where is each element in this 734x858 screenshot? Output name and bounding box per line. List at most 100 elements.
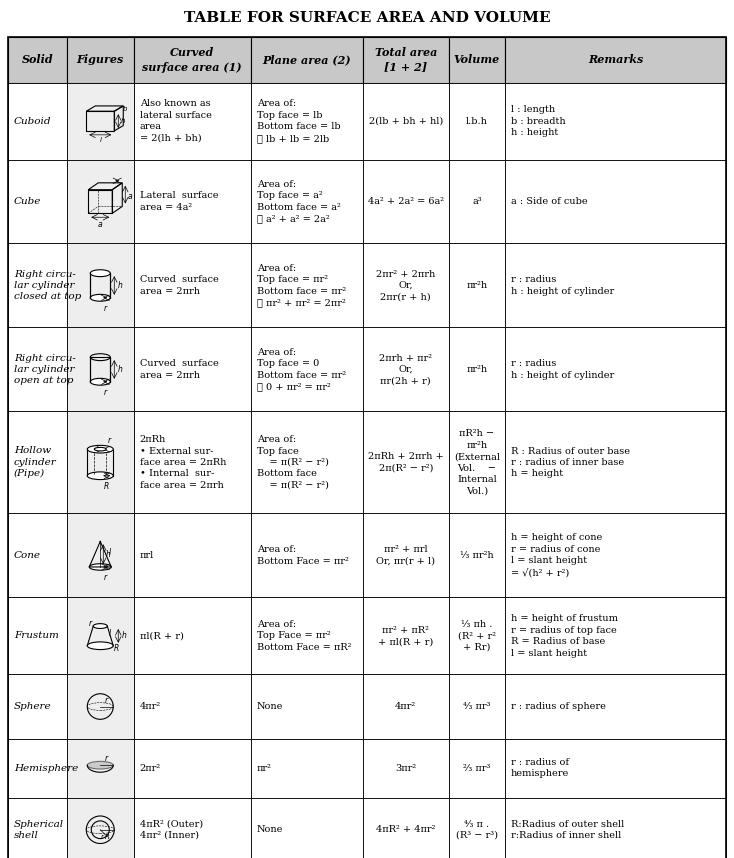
Text: ⁴⁄₃ π .
(R³ − r³): ⁴⁄₃ π . (R³ − r³) xyxy=(456,819,498,840)
Bar xyxy=(134,798,251,858)
Text: Remarks: Remarks xyxy=(588,55,643,65)
Text: Right circu-
lar cylinder
open at top: Right circu- lar cylinder open at top xyxy=(14,353,76,385)
Bar xyxy=(449,38,505,82)
Bar xyxy=(449,328,505,412)
Bar xyxy=(505,412,726,513)
Text: Plane area (2): Plane area (2) xyxy=(262,55,351,65)
Bar xyxy=(134,160,251,244)
Text: r : radius
h : height of cylinder: r : radius h : height of cylinder xyxy=(511,360,614,380)
Bar xyxy=(449,160,505,244)
Bar xyxy=(449,244,505,328)
Bar xyxy=(363,674,449,739)
Bar xyxy=(67,38,134,82)
Text: 2πr²: 2πr² xyxy=(139,764,161,773)
Bar xyxy=(505,244,726,328)
Bar xyxy=(8,328,67,412)
Text: r : radius
h : height of cylinder: r : radius h : height of cylinder xyxy=(511,275,614,296)
Bar xyxy=(8,513,67,597)
Text: Figures: Figures xyxy=(76,55,124,65)
Bar xyxy=(505,328,726,412)
Text: Area of:
Top face = 0
Bottom face = πr²
∴ 0 + πr² = πr²: Area of: Top face = 0 Bottom face = πr² … xyxy=(257,347,346,391)
Text: r: r xyxy=(103,388,107,396)
Bar xyxy=(134,38,251,82)
Ellipse shape xyxy=(90,294,110,301)
Bar xyxy=(251,82,363,160)
Bar xyxy=(8,38,67,82)
Bar xyxy=(87,112,115,131)
Bar xyxy=(8,160,67,244)
Text: Solid: Solid xyxy=(21,55,54,65)
Ellipse shape xyxy=(87,445,113,453)
Text: r: r xyxy=(103,304,107,312)
Bar xyxy=(505,798,726,858)
Bar xyxy=(449,597,505,674)
Bar xyxy=(134,674,251,739)
Bar xyxy=(363,328,449,412)
Text: h: h xyxy=(117,365,122,374)
Text: l: l xyxy=(109,547,111,557)
Bar xyxy=(67,160,134,244)
Bar xyxy=(505,739,726,798)
Text: Cone: Cone xyxy=(14,551,41,560)
Ellipse shape xyxy=(94,447,106,451)
Text: 4πr²: 4πr² xyxy=(395,702,416,711)
Bar xyxy=(87,450,113,475)
Text: R: R xyxy=(115,644,120,653)
Text: Area of:
Top face
    = π(R² − r²)
Bottom face
    = π(R² − r²): Area of: Top face = π(R² − r²) Bottom fa… xyxy=(257,435,329,490)
Text: R:Radius of outer shell
r:Radius of inner shell: R:Radius of outer shell r:Radius of inne… xyxy=(511,819,624,840)
Text: Hollow
cylinder
(Pipe): Hollow cylinder (Pipe) xyxy=(14,446,57,479)
Bar xyxy=(505,160,726,244)
Bar xyxy=(251,38,363,82)
Text: r: r xyxy=(105,754,109,764)
Bar xyxy=(251,328,363,412)
Text: ¹⁄₃ πh .
(R² + r²
+ Rr): ¹⁄₃ πh . (R² + r² + Rr) xyxy=(458,620,496,652)
Bar xyxy=(449,513,505,597)
Bar xyxy=(251,597,363,674)
Text: Hemisphere: Hemisphere xyxy=(14,764,79,773)
Text: Cube: Cube xyxy=(14,197,41,206)
Bar xyxy=(251,674,363,739)
Text: πr²h: πr²h xyxy=(466,281,487,290)
Bar xyxy=(449,674,505,739)
Ellipse shape xyxy=(87,472,113,480)
Bar xyxy=(363,798,449,858)
Bar xyxy=(363,244,449,328)
Bar xyxy=(251,739,363,798)
Text: h: h xyxy=(120,118,125,124)
Bar xyxy=(90,273,110,298)
Text: Area of:
Bottom Face = πr²: Area of: Bottom Face = πr² xyxy=(257,545,349,565)
Text: πr² + πrl
Or, πr(r + l): πr² + πrl Or, πr(r + l) xyxy=(377,545,435,565)
Text: 4a² + 2a² = 6a²: 4a² + 2a² = 6a² xyxy=(368,197,444,206)
Ellipse shape xyxy=(90,269,110,276)
Bar xyxy=(363,412,449,513)
Text: ⁴⁄₃ πr³: ⁴⁄₃ πr³ xyxy=(463,702,490,711)
Text: TABLE FOR SURFACE AREA AND VOLUME: TABLE FOR SURFACE AREA AND VOLUME xyxy=(184,10,550,25)
Text: r : radius of sphere: r : radius of sphere xyxy=(511,702,606,711)
Bar xyxy=(363,38,449,82)
Text: Spherical
shell: Spherical shell xyxy=(14,819,64,840)
Bar xyxy=(363,160,449,244)
Bar xyxy=(251,513,363,597)
Text: πrl: πrl xyxy=(139,551,154,560)
Text: 2πr² + 2πrh
Or,
2πr(r + h): 2πr² + 2πrh Or, 2πr(r + h) xyxy=(376,269,435,301)
Text: Right circu-
lar cylinder
closed at top: Right circu- lar cylinder closed at top xyxy=(14,269,81,301)
Bar xyxy=(134,82,251,160)
Text: None: None xyxy=(257,825,283,834)
Text: 2πrh + πr²
Or,
πr(2h + r): 2πrh + πr² Or, πr(2h + r) xyxy=(379,353,432,385)
Bar xyxy=(363,739,449,798)
Bar xyxy=(505,597,726,674)
Text: a³: a³ xyxy=(472,197,482,206)
Ellipse shape xyxy=(87,642,113,650)
Text: πl(R + r): πl(R + r) xyxy=(139,631,184,640)
Text: R: R xyxy=(105,834,109,840)
Bar xyxy=(8,244,67,328)
Text: 4πR² (Outer)
4πr² (Inner): 4πR² (Outer) 4πr² (Inner) xyxy=(139,819,203,840)
Text: ²⁄₃ πr³: ²⁄₃ πr³ xyxy=(463,764,490,773)
Ellipse shape xyxy=(87,761,113,769)
Text: a : Side of cube: a : Side of cube xyxy=(511,197,587,206)
Text: πR²h −
πr²h
(External
Vol.    −
Internal
Vol.): πR²h − πr²h (External Vol. − Internal Vo… xyxy=(454,429,500,496)
Text: l: l xyxy=(108,630,110,638)
Bar xyxy=(8,798,67,858)
Text: None: None xyxy=(257,702,283,711)
Text: h = height of frustum
r = radius of top face
R = Radius of base
l = slant height: h = height of frustum r = radius of top … xyxy=(511,614,618,657)
